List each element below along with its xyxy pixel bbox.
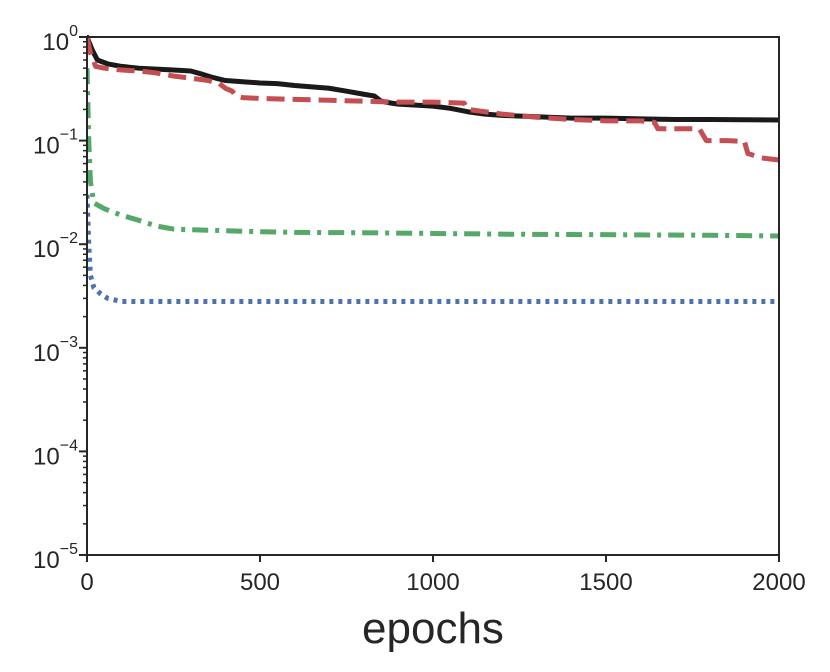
series-line-4 — [87, 194, 779, 304]
x-tick-label: 0 — [80, 569, 93, 596]
x-axis-label: epochs — [362, 604, 504, 653]
series-line-1 — [87, 35, 779, 123]
y-tick-label: 10−5 — [33, 541, 78, 574]
x-tick-label: 1500 — [579, 569, 632, 596]
x-tick-label: 1000 — [406, 569, 459, 596]
ticks-layer: 0 500 1000 1500 2000 100 10−1 10−2 10−3 10−4 10−5 — [33, 23, 806, 596]
series-line-2 — [87, 36, 779, 163]
y-tick-label: 10−1 — [33, 127, 78, 160]
axes-layer — [86, 36, 780, 556]
y-tick-label: 100 — [42, 23, 78, 56]
x-tick-label: 2000 — [752, 569, 805, 596]
y-tick-label: 10−2 — [33, 230, 78, 263]
y-tick-label: 10−4 — [33, 437, 78, 470]
series-layer — [87, 35, 779, 304]
series-line-3 — [87, 68, 779, 239]
plot-frame — [86, 36, 780, 556]
x-tick-label: 500 — [240, 569, 280, 596]
y-tick-label: 10−3 — [33, 334, 78, 367]
